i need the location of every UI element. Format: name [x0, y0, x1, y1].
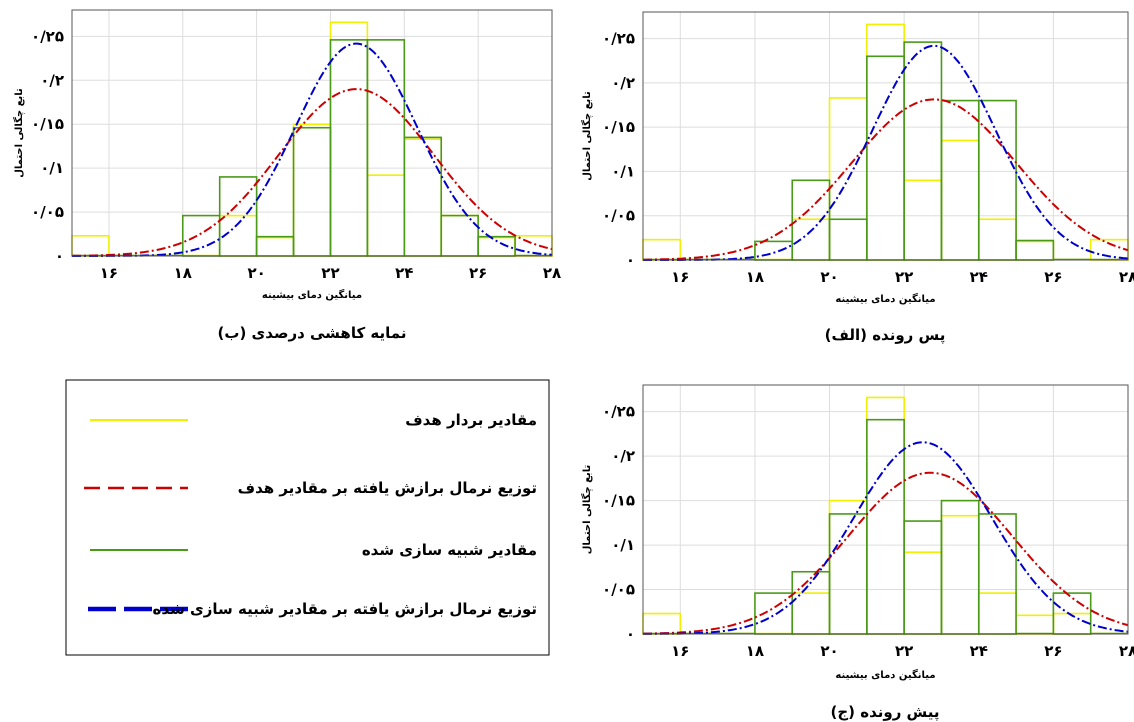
x-tick-label: ۲۴: [970, 642, 988, 660]
y-tick-label: ۰/۱۵: [31, 115, 64, 133]
x-tick-label: ۲۰: [820, 642, 838, 660]
chart-panel-top-right: ۱۶ ۱۸ ۲۰ ۲۲ ۲۴ ۲۶ ۲۸ ۰ ۰/۰۵ ۰/۱ ۰/۱۵ ۰/۲ ۰/۲۵ میانگین…: [580, 11, 1134, 345]
y-tick-label: ۰/۱: [611, 162, 635, 180]
x-tick-label: ۱۸: [746, 268, 764, 286]
x-tick-label: ۲۲: [895, 268, 913, 286]
x-tick-label: ۲۸: [1119, 642, 1134, 660]
x-tick-label: ۲۶: [1044, 268, 1062, 286]
y-axis-label: تابع چگالی احتمال: [12, 88, 25, 178]
x-tick-label: ۲۲: [895, 642, 913, 660]
y-tick-label: ۰/۰۵: [602, 207, 635, 225]
x-tick-label: ۲۸: [543, 264, 561, 282]
x-axis-label: میانگین دمای بیشینه: [262, 288, 362, 301]
x-tick-label: ۱۶: [671, 642, 689, 660]
x-tick-label: ۲۶: [469, 264, 487, 282]
plot-area: [72, 10, 552, 256]
plot-frame: [642, 11, 1129, 261]
legend-label-sim: مقادیر شبیه سازی شده: [362, 541, 537, 559]
y-tick-label: ۰/۱: [611, 536, 635, 554]
x-tick-label: ۲۴: [970, 268, 988, 286]
y-tick-label: ۰: [626, 251, 635, 269]
y-axis-label: تابع چگالی احتمال: [580, 464, 593, 554]
legend-label-sim-fit: توزیع نرمال برازش یافته بر مقادیر شبیه س…: [153, 600, 537, 618]
panel-caption: (ج) پیش رونده: [830, 703, 939, 722]
x-tick-label: ۲۴: [395, 264, 413, 282]
sim-fit-curve: [643, 441, 1129, 635]
x-tick-label: ۱۸: [174, 264, 192, 282]
legend: مقادیر بردار هدف توزیع نرمال برازش یافته…: [65, 379, 550, 656]
sim-fit-curve: [643, 44, 1129, 261]
y-tick-label: ۰/۱۵: [602, 118, 635, 136]
y-tick-label: ۰: [55, 247, 64, 265]
plot-area: [643, 385, 1128, 634]
chart-panel-bottom-right: ۱۶ ۱۸ ۲۰ ۲۲ ۲۴ ۲۶ ۲۸ ۰ ۰/۰۵ ۰/۱ ۰/۱۵ ۰/۲ ۰/۲۵ میانگین…: [580, 384, 1134, 722]
y-tick-label: ۰/۰۵: [31, 203, 64, 221]
target-fit-curve: [643, 471, 1129, 635]
x-tick-label: ۱۸: [746, 642, 764, 660]
y-tick-label: ۰/۲۵: [602, 30, 635, 48]
legend-label-target-fit: توزیع نرمال برازش یافته بر مقادیر هدف: [238, 479, 537, 497]
x-tick-label: ۱۶: [100, 264, 118, 282]
y-tick-label: ۰/۰۵: [602, 581, 635, 599]
y-tick-label: ۰/۲۵: [31, 27, 64, 45]
x-tick-label: ۱۶: [671, 268, 689, 286]
plot-frame: [71, 9, 553, 257]
x-tick-label: ۲۸: [1119, 268, 1134, 286]
y-tick-label: ۰/۲: [611, 447, 635, 465]
plot-area: [643, 12, 1128, 260]
y-tick-label: ۰/۲: [611, 74, 635, 92]
y-tick-label: ۰/۲۵: [602, 403, 635, 421]
target-fit-curve: [643, 98, 1129, 261]
x-tick-label: ۲۰: [247, 264, 265, 282]
x-tick-label: ۲۰: [820, 268, 838, 286]
x-axis-label: میانگین دمای بیشینه: [835, 668, 935, 681]
panel-caption: (ب) نمایه کاهشی درصدی: [218, 324, 407, 342]
chart-panels: ۱۶ ۱۸ ۲۰ ۲۲ ۲۴ ۲۶ ۲۸ ۰ ۰/۰۵ ۰/۱ ۰/۱۵ ۰/۲ ۰/۲۵ میانگین…: [12, 9, 1134, 722]
plot-frame: [642, 384, 1129, 635]
x-axis-label: میانگین دمای بیشینه: [835, 292, 935, 305]
x-tick-label: ۲۶: [1044, 642, 1062, 660]
x-tick-label: ۲۲: [321, 264, 339, 282]
y-tick-label: ۰: [626, 625, 635, 643]
y-axis-label: تابع چگالی احتمال: [580, 91, 593, 181]
legend-label-target: مقادیر بردار هدف: [405, 411, 537, 429]
sim-fit-curve: [72, 42, 553, 257]
panel-caption: (الف) پس رونده: [825, 326, 946, 345]
y-tick-label: ۰/۱۵: [602, 492, 635, 510]
chart-panel-top-left: ۱۶ ۱۸ ۲۰ ۲۲ ۲۴ ۲۶ ۲۸ ۰ ۰/۰۵ ۰/۱ ۰/۱۵ ۰/۲ ۰/۲۵ میانگین…: [12, 9, 561, 342]
target-fit-curve: [72, 88, 553, 257]
y-tick-label: ۰/۲: [40, 71, 64, 89]
y-tick-label: ۰/۱: [40, 159, 64, 177]
